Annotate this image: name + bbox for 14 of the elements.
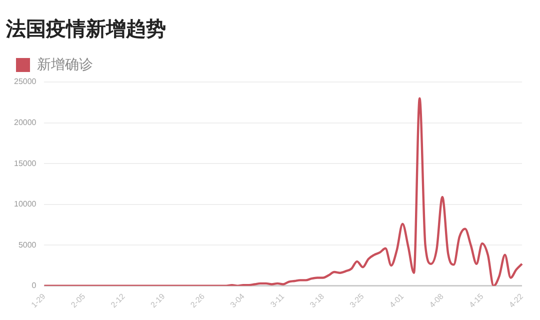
line-series bbox=[43, 97, 524, 286]
y-tick-label: 5000 bbox=[18, 240, 37, 250]
y-tick-label: 15000 bbox=[14, 158, 37, 168]
legend-label: 新增确诊 bbox=[37, 56, 93, 72]
x-tick-label: 4-15 bbox=[467, 292, 486, 310]
chart-title: 法国疫情新增趋势 bbox=[5, 18, 166, 41]
x-tick-label: 4-22 bbox=[507, 292, 526, 310]
y-tick-label: 10000 bbox=[14, 200, 37, 209]
y-tick-label: 20000 bbox=[14, 118, 37, 127]
y-tick-label: 0 bbox=[32, 281, 37, 290]
x-tick-label: 3-11 bbox=[268, 292, 286, 310]
y-tick-label: 25000 bbox=[14, 77, 37, 86]
x-tick-label: 4-08 bbox=[428, 292, 446, 310]
x-tick-label: 4-01 bbox=[388, 292, 406, 310]
